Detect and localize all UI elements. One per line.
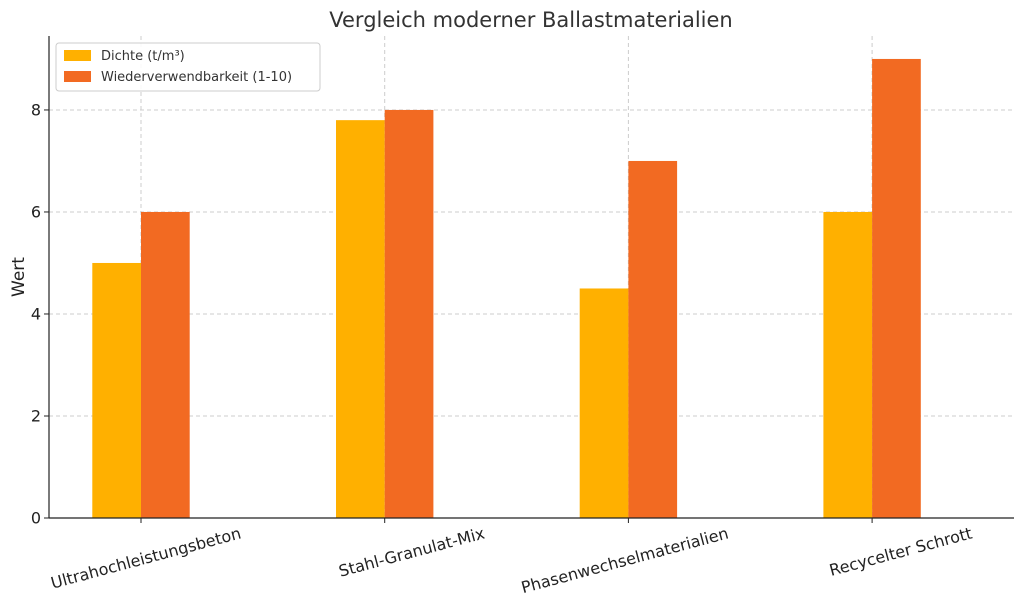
legend-box xyxy=(55,42,321,92)
bar-wiederverwendbarkeit xyxy=(141,211,190,518)
x-tick-label: Recycelter Schrott xyxy=(827,524,974,580)
y-tick-label: 2 xyxy=(31,406,41,425)
y-tick-label: 0 xyxy=(31,509,41,528)
legend: Dichte (t/m³) Wiederverwendbarkeit (1-10) xyxy=(55,42,321,92)
bar-dichte xyxy=(92,262,141,518)
chart-title: Vergleich moderner Ballastmaterialien xyxy=(329,8,732,32)
y-tick-label: 4 xyxy=(31,304,41,323)
bar-dichte xyxy=(579,288,629,518)
x-gridlines xyxy=(140,36,873,518)
y-tick-label: 6 xyxy=(31,202,41,221)
legend-swatch xyxy=(64,50,91,61)
x-ticks: Ultrahochleistungsbeton Stahl-Granulat-Mi… xyxy=(49,518,974,597)
x-tick-label: Phasenwechselmaterialien xyxy=(519,524,730,598)
bar-dichte xyxy=(823,211,873,518)
y-tick-label: 8 xyxy=(31,100,41,119)
y-ticks: 0 2 4 6 8 xyxy=(31,100,49,528)
bar-dichte xyxy=(336,120,385,519)
bar-wiederverwendbarkeit xyxy=(872,58,921,518)
bar-wiederverwendbarkeit xyxy=(628,160,678,519)
legend-swatch xyxy=(64,71,91,82)
legend-label: Wiederverwendbarkeit (1-10) xyxy=(101,70,292,85)
y-axis-label: Wert xyxy=(9,257,29,297)
x-tick-label: Stahl-Granulat-Mix xyxy=(337,524,487,581)
axes-group xyxy=(48,36,1014,519)
x-tick-label: Ultrahochleistungsbeton xyxy=(49,524,243,593)
bar-wiederverwendbarkeit xyxy=(384,109,434,518)
bars-group xyxy=(92,58,921,519)
legend-label: Dichte (t/m³) xyxy=(101,49,185,64)
